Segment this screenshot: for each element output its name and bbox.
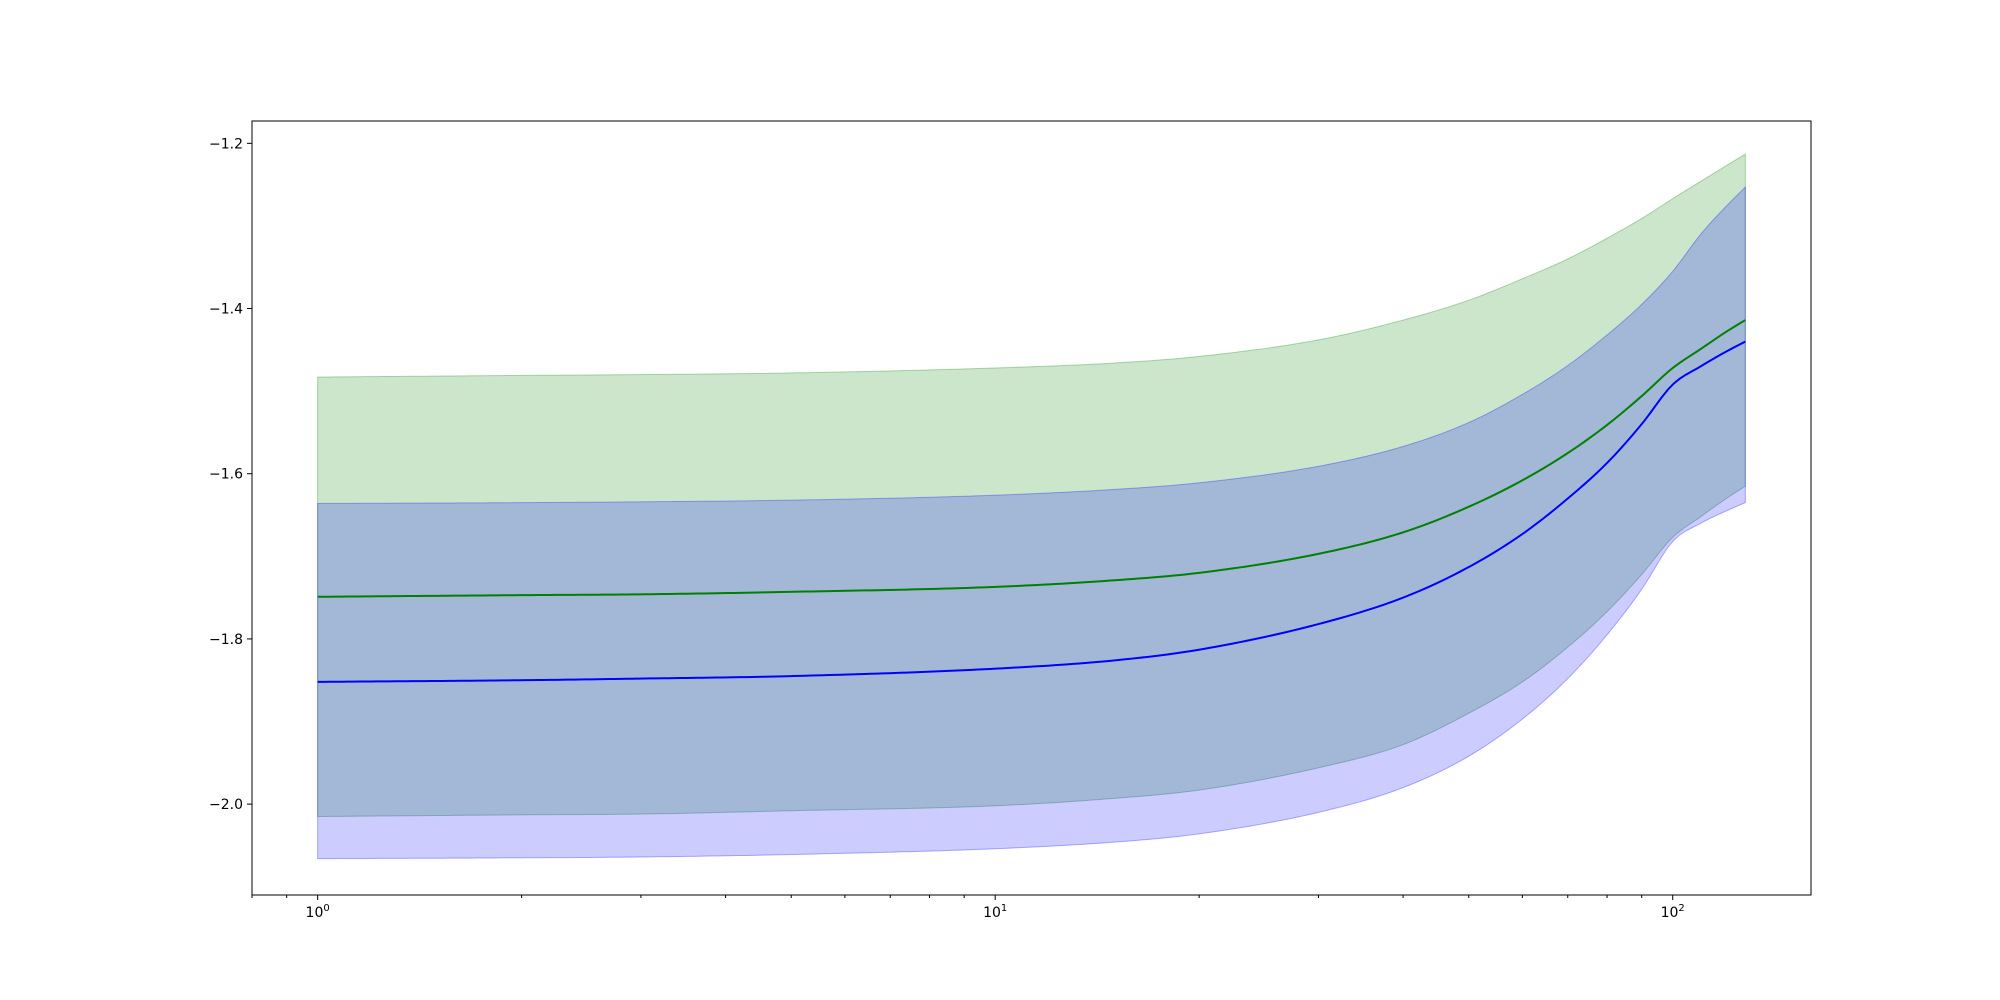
y-tick-label: −1.4	[209, 302, 243, 318]
confidence-band-2	[317, 185, 1746, 860]
series-line-2	[317, 340, 1746, 683]
x-tick-label: 100	[306, 903, 330, 921]
confidence-band-1	[317, 153, 1746, 818]
y-tick-label: −1.8	[209, 632, 243, 648]
x-tick-label: 101	[983, 903, 1007, 921]
x-tick-label: 102	[1661, 903, 1685, 921]
y-tick-label: −1.2	[209, 136, 243, 152]
series-line-1	[317, 319, 1746, 598]
confidence-bands	[317, 153, 1746, 860]
y-tick-label: −2.0	[209, 797, 243, 813]
y-axis: −1.2 −1.4 −1.6 −1.8 −2.0	[209, 136, 252, 813]
series-lines	[317, 319, 1746, 683]
x-axis: 100 101 102	[251, 895, 1685, 921]
plot-frame	[251, 120, 1812, 896]
y-tick-label: −1.6	[209, 467, 243, 483]
